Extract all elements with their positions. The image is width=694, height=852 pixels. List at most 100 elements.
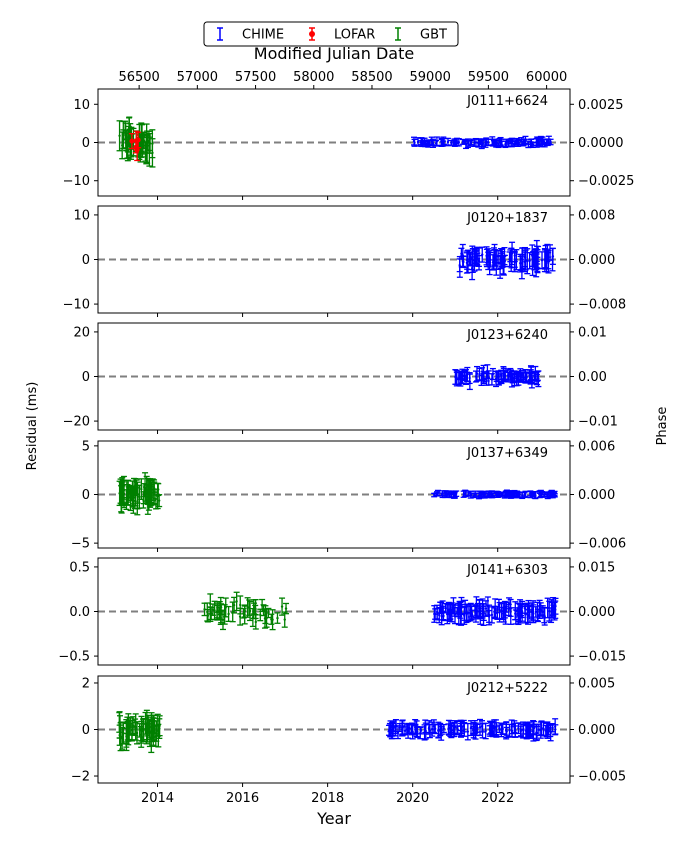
legend-label-gbt: GBT — [420, 28, 447, 43]
data-point-chime — [501, 612, 505, 615]
data-point-chime — [504, 143, 507, 146]
data-point-chime — [490, 493, 493, 496]
pulsar-name: J0120+1837 — [466, 211, 548, 226]
data-point-chime — [542, 727, 545, 731]
y-tick-label: 0 — [82, 136, 90, 151]
data-point-chime — [431, 142, 435, 145]
data-point-gbt — [254, 607, 257, 611]
data-point-chime — [458, 265, 462, 269]
data-point-gbt — [142, 492, 146, 495]
data-point-gbt — [140, 729, 143, 733]
data-point-chime — [545, 728, 548, 732]
data-point-gbt — [153, 487, 156, 490]
data-point-chime — [452, 604, 455, 607]
data-point-gbt — [221, 618, 225, 622]
data-point-chime — [498, 265, 502, 268]
data-point-chime — [535, 731, 539, 735]
data-point-chime — [479, 493, 483, 496]
data-point-chime — [505, 728, 508, 731]
data-point-chime — [497, 378, 501, 381]
data-point-chime — [449, 727, 452, 730]
y-tick-label: −20 — [63, 415, 90, 430]
data-point-gbt — [239, 603, 242, 607]
data-point-chime — [460, 252, 463, 255]
data-point-chime — [466, 260, 470, 263]
data-point-chime — [510, 258, 513, 262]
phase-tick-label: 0.015 — [578, 560, 615, 575]
data-point-chime — [419, 731, 422, 735]
data-point-chime — [455, 492, 458, 495]
data-point-chime — [514, 729, 517, 732]
data-point-gbt — [148, 150, 151, 153]
data-point-chime — [392, 726, 395, 729]
data-point-chime — [411, 730, 414, 734]
data-point-chime — [491, 261, 495, 264]
phase-tick-label: 0.0000 — [578, 136, 624, 151]
phase-tick-label: −0.005 — [578, 770, 626, 785]
phase-tick-label: −0.015 — [578, 650, 626, 665]
data-point-chime — [496, 494, 500, 497]
x-tick-label: 2016 — [226, 791, 259, 806]
data-point-chime — [420, 140, 423, 144]
data-point-chime — [442, 611, 445, 615]
data-point-gbt — [283, 618, 286, 621]
data-point-chime — [526, 260, 529, 263]
data-point-chime — [531, 726, 535, 729]
data-point-chime — [501, 727, 504, 731]
x-tick-label: 2022 — [481, 791, 514, 806]
data-point-gbt — [138, 729, 141, 732]
data-point-chime — [542, 140, 546, 144]
data-point-chime — [481, 607, 484, 610]
data-point-chime — [554, 728, 557, 731]
data-point-gbt — [138, 495, 141, 499]
data-point-chime — [389, 725, 392, 728]
y-tick-label: 2 — [82, 676, 90, 691]
data-point-chime — [528, 259, 531, 262]
data-point-chime — [432, 724, 436, 728]
data-point-gbt — [219, 616, 222, 619]
y-tick-label: −0.5 — [58, 650, 90, 665]
data-point-chime — [437, 728, 440, 732]
legend-label-chime: CHIME — [242, 28, 284, 43]
data-point-chime — [456, 728, 459, 731]
y-tick-label: 20 — [73, 325, 90, 340]
y-tick-label: 0 — [82, 253, 90, 268]
data-point-chime — [495, 375, 498, 378]
data-point-gbt — [284, 607, 288, 610]
data-point-chime — [491, 141, 494, 144]
data-point-chime — [452, 729, 455, 732]
data-point-chime — [394, 724, 398, 727]
data-point-gbt — [243, 609, 247, 613]
data-point-chime — [515, 258, 518, 261]
data-point-chime — [531, 492, 534, 496]
data-point-chime — [474, 375, 478, 378]
data-point-chime — [532, 612, 535, 615]
data-point-chime — [500, 609, 503, 613]
data-point-chime — [526, 608, 529, 611]
data-point-chime — [547, 260, 550, 263]
data-point-chime — [478, 726, 482, 729]
data-point-gbt — [118, 134, 121, 137]
data-point-chime — [507, 142, 510, 146]
data-point-chime — [440, 493, 444, 496]
data-point-chime — [473, 259, 476, 262]
data-point-chime — [440, 615, 443, 618]
data-point-gbt — [151, 726, 155, 729]
pulsar-name: J0212+5222 — [466, 681, 548, 696]
phase-tick-label: 0.008 — [578, 208, 615, 223]
data-point-chime — [438, 613, 441, 617]
data-point-chime — [539, 728, 542, 732]
data-point-gbt — [119, 735, 122, 738]
data-point-chime — [482, 610, 486, 614]
data-point-chime — [457, 141, 461, 144]
data-point-gbt — [157, 488, 160, 491]
data-point-chime — [476, 727, 479, 730]
data-point-gbt — [232, 603, 236, 607]
data-point-gbt — [142, 728, 145, 732]
phase-tick-label: 0.000 — [578, 488, 615, 503]
data-point-chime — [551, 258, 554, 261]
data-point-chime — [549, 731, 552, 735]
legend-dot-lofar — [309, 31, 315, 37]
data-point-chime — [530, 610, 534, 614]
